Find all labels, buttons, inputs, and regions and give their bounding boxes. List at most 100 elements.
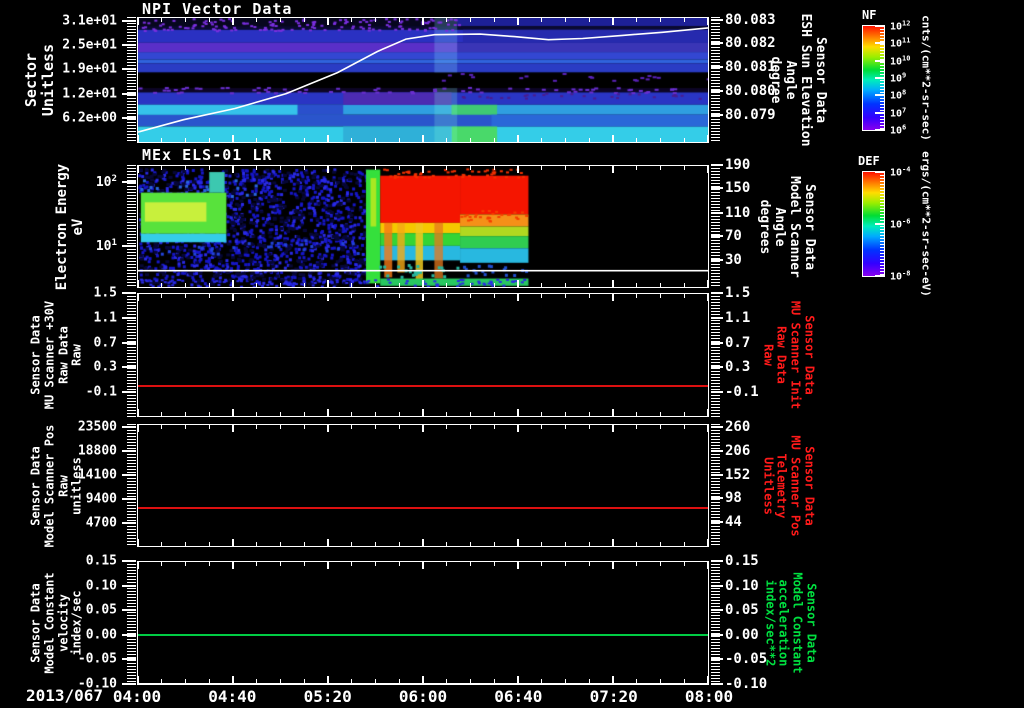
x-minor-tick [185, 166, 186, 170]
y-major-tick-right [711, 391, 723, 393]
y-major-tick-left [122, 609, 136, 611]
x-minor-tick [137, 18, 139, 25]
x-minor-tick [612, 18, 614, 25]
y-major-tick-right [711, 19, 723, 21]
y-major-tick-left [122, 658, 136, 660]
data-line-model-constant [138, 634, 708, 636]
x-minor-tick [446, 294, 447, 298]
x-minor-tick [399, 412, 400, 416]
x-minor-tick [375, 283, 376, 287]
x-minor-tick [280, 138, 281, 142]
colorbar-unit-label: ergs/(cm**2-sr-sec-eV) [920, 151, 933, 297]
x-minor-tick [137, 539, 139, 546]
x-minor-tick [399, 18, 400, 22]
x-minor-tick [636, 138, 637, 142]
x-minor-tick [660, 166, 661, 170]
y-major-tick-right [711, 658, 723, 660]
x-minor-tick [446, 562, 447, 566]
x-minor-tick [470, 294, 471, 298]
y-tick-label-right: 30 [725, 252, 742, 268]
x-minor-tick [209, 562, 210, 566]
y-tick-label-right: 0.15 [725, 553, 759, 569]
x-minor-tick [636, 562, 637, 566]
y-major-tick-left [122, 426, 136, 428]
x-minor-tick [256, 562, 257, 566]
x-minor-tick [232, 409, 234, 416]
x-minor-tick [351, 679, 352, 683]
x-minor-tick [327, 562, 329, 569]
x-minor-tick [351, 294, 352, 298]
y-minor-ticks-left [127, 561, 136, 684]
x-minor-tick [541, 294, 542, 298]
x-tick-label: 05:20 [304, 687, 352, 706]
x-minor-ticks-bottom-strip [137, 684, 709, 685]
panel-frame-mu-scanner-30v [137, 293, 709, 417]
colorbar-tick-label: 1012 [890, 19, 910, 32]
y-major-tick-right [711, 90, 723, 92]
panel-frame-model-scanner-pos [137, 424, 709, 547]
x-minor-tick [707, 280, 709, 287]
x-minor-tick [707, 562, 709, 569]
data-line-mu-scanner-30v [138, 385, 708, 387]
y-tick-label-left: 0.15 [0, 554, 117, 569]
y-minor-ticks-right [711, 165, 720, 288]
x-minor-tick [494, 138, 495, 142]
x-minor-tick [351, 542, 352, 546]
y-tick-label-left: 6.2e+00 [0, 110, 117, 125]
colorbar-def-title: DEF [858, 154, 880, 168]
y-minor-ticks-right [711, 561, 720, 684]
y-major-tick-left [122, 93, 136, 95]
x-minor-tick [351, 562, 352, 566]
x-minor-tick [636, 18, 637, 22]
y-tick-label-right: -0.1 [725, 384, 759, 400]
x-minor-tick [209, 166, 210, 170]
x-minor-tick [327, 280, 329, 287]
x-minor-tick [327, 135, 329, 142]
x-minor-tick [684, 294, 685, 298]
x-minor-tick [304, 283, 305, 287]
y-major-tick-right [711, 585, 723, 587]
x-minor-tick [707, 539, 709, 546]
x-minor-tick [684, 138, 685, 142]
x-minor-tick [612, 166, 614, 173]
y-tick-label-right: 260 [725, 419, 750, 435]
x-minor-tick [256, 283, 257, 287]
overlay-line-npi-sector [138, 18, 708, 142]
panel-frame-model-constant [137, 561, 709, 684]
x-minor-tick [446, 412, 447, 416]
x-minor-tick [375, 138, 376, 142]
x-minor-tick [399, 138, 400, 142]
x-minor-tick [209, 18, 210, 22]
x-minor-tick [209, 425, 210, 429]
x-minor-tick [565, 18, 566, 22]
x-minor-tick [565, 166, 566, 170]
left-axis-label-mu-scanner-30v: Sensor Data MU Scanner +30V Raw Data Raw [29, 301, 84, 409]
x-minor-tick [161, 18, 162, 22]
y-minor-ticks-left [127, 424, 136, 547]
left-axis-label-els-energy: Electron Energy eV [54, 163, 86, 289]
y-major-tick-right [711, 609, 723, 611]
colorbar-tick-label: 107 [890, 106, 906, 119]
x-minor-tick [327, 294, 329, 301]
y-tick-label-right: -0.05 [725, 651, 767, 667]
y-major-tick-right [711, 342, 723, 344]
x-minor-tick [375, 562, 376, 566]
y-tick-label-right: 150 [725, 180, 750, 196]
x-minor-tick [232, 280, 234, 287]
x-minor-tick [494, 425, 495, 429]
x-minor-tick [161, 679, 162, 683]
colorbar-tick-label: 10-4 [890, 165, 910, 178]
x-minor-tick [375, 18, 376, 22]
y-tick-label-left: 1.9e+01 [0, 61, 117, 76]
x-minor-tick [494, 679, 495, 683]
x-minor-tick [589, 294, 590, 298]
y-major-tick-right [711, 164, 723, 166]
x-minor-tick [589, 542, 590, 546]
colorbar-tick-label: 106 [890, 123, 906, 136]
x-minor-tick [684, 425, 685, 429]
y-tick-label-right: 0.00 [725, 627, 759, 643]
x-minor-tick [684, 412, 685, 416]
x-tick-label: 06:40 [494, 687, 542, 706]
right-axis-label-npi-sector: Sensor Data ESH Sun Elevation Angle degr… [767, 13, 827, 146]
x-minor-tick [304, 562, 305, 566]
